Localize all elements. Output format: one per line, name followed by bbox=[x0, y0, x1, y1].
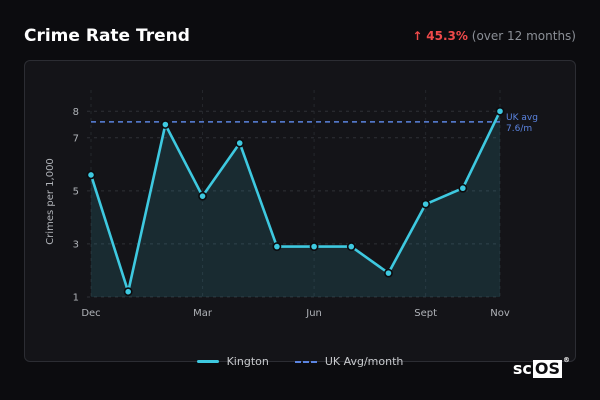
reference-annotation: UK avg bbox=[506, 113, 538, 123]
brand-mark: ® bbox=[563, 355, 570, 364]
legend-swatch-reference bbox=[294, 360, 317, 363]
y-tick-label: 7 bbox=[73, 133, 79, 144]
chart-card bbox=[24, 60, 576, 362]
data-point bbox=[272, 242, 282, 251]
y-tick-label: 1 bbox=[73, 293, 79, 304]
series-line bbox=[89, 110, 502, 293]
data-point bbox=[160, 120, 170, 129]
legend-label-series: Kington bbox=[226, 355, 269, 368]
legend-item-reference[interactable]: UK Avg/month bbox=[294, 355, 404, 368]
change-summary: ↑ 45.3% (over 12 months) bbox=[412, 29, 576, 43]
data-point bbox=[235, 138, 245, 148]
x-tick-label: Nov bbox=[490, 308, 510, 319]
line-layer bbox=[89, 110, 502, 293]
legend-label-reference: UK Avg/month bbox=[324, 355, 404, 368]
x-tick-label: Mar bbox=[193, 308, 213, 319]
data-point bbox=[384, 268, 393, 278]
legend: Kington UK Avg/month bbox=[0, 355, 600, 368]
data-point bbox=[495, 106, 505, 116]
y-tick-label: 5 bbox=[73, 186, 79, 197]
data-point bbox=[346, 242, 356, 251]
x-tick-label: Sept bbox=[414, 308, 437, 319]
y-axis-label: Crimes per 1,000 bbox=[45, 158, 56, 245]
data-point bbox=[123, 287, 133, 297]
axis-layer: 1 3 5 7 8 Dec Mar Jun Sept Nov Crimes per 1,000 bbox=[45, 107, 510, 319]
y-tick-label: 8 bbox=[73, 107, 79, 118]
up-arrow-icon: ↑ bbox=[412, 29, 423, 43]
data-point bbox=[198, 191, 207, 201]
grid-layer bbox=[87, 90, 501, 298]
brand-logo: sc OS ® bbox=[512, 355, 570, 379]
data-point bbox=[458, 183, 468, 193]
data-point bbox=[86, 170, 96, 180]
data-point bbox=[309, 242, 319, 251]
page-title: Crime Rate Trend bbox=[24, 26, 190, 46]
series-area bbox=[91, 111, 500, 298]
legend-item-series[interactable]: Kington bbox=[196, 355, 269, 368]
data-point bbox=[421, 199, 431, 209]
brand-text-a: sc bbox=[512, 359, 532, 378]
reference-annotation: 7.6/m bbox=[506, 124, 532, 134]
point-layer bbox=[86, 106, 505, 297]
brand-text-b: OS bbox=[532, 358, 562, 378]
legend-swatch-series bbox=[196, 360, 219, 363]
x-tick-label: Jun bbox=[305, 308, 322, 319]
change-percent: 45.3% bbox=[426, 29, 468, 43]
change-note: (over 12 months) bbox=[471, 29, 576, 43]
y-tick-label: 3 bbox=[73, 239, 79, 250]
area-layer bbox=[91, 111, 500, 298]
x-tick-label: Dec bbox=[81, 308, 100, 319]
